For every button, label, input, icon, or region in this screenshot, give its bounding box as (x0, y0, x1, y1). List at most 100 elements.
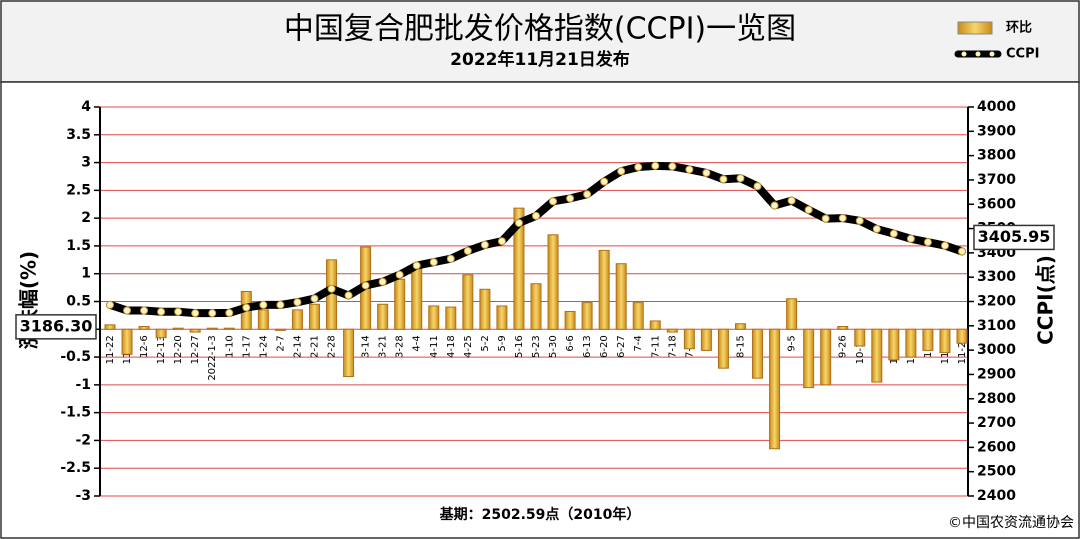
bar (854, 328, 866, 347)
bar (308, 303, 320, 330)
value-label-box (15, 314, 97, 340)
y2-tick-label: 3200 (977, 294, 1016, 310)
line-point (480, 240, 489, 249)
x-tick-label: 4-4 (412, 335, 423, 351)
bar (104, 324, 116, 330)
line-point (685, 165, 694, 174)
legend-swatch-dot (961, 51, 967, 57)
x-tick-label: 11-22 (105, 335, 116, 364)
header-box (0, 0, 1080, 83)
x-tick-label: 2-14 (292, 335, 303, 358)
x-tick-label: 5-9 (497, 335, 508, 351)
bar (155, 328, 167, 339)
value-label: 3186.30 (20, 316, 93, 335)
line-point (140, 306, 149, 315)
line-point (651, 161, 660, 170)
y2-tick-label: 3600 (977, 196, 1016, 212)
x-tick-label: 6-6 (565, 335, 576, 351)
y-tick-label: 2 (81, 210, 91, 226)
x-tick-label: 3-21 (378, 335, 389, 358)
bar (564, 311, 576, 330)
bar (547, 234, 559, 330)
x-tick-label: 4-18 (446, 335, 457, 358)
line-point (242, 303, 251, 312)
x-tick-label: 11-21 (957, 335, 968, 364)
x-tick-label: 5-16 (514, 335, 525, 358)
bar (803, 328, 815, 389)
x-tick-label: 1-17 (241, 335, 252, 358)
line-point (497, 237, 506, 246)
line-point (310, 294, 319, 303)
line-point (293, 298, 302, 307)
y2-tick-label: 3000 (977, 342, 1016, 358)
x-tick-label: 2022-1-3 (207, 335, 218, 380)
x-tick-label: 12-20 (173, 335, 184, 364)
bar (666, 328, 678, 333)
line-point (855, 216, 864, 225)
y-tick-label: 1.5 (66, 238, 91, 254)
x-tick-label: 7-18 (667, 335, 678, 358)
line-point (889, 229, 898, 238)
bar (820, 328, 832, 386)
y2-tick-label: 3900 (977, 123, 1016, 139)
line-point (736, 174, 745, 183)
x-tick-label: 5-23 (531, 335, 542, 358)
line-point (787, 196, 796, 205)
y-tick-label: 2.5 (66, 182, 91, 198)
bar (172, 327, 184, 330)
legend-label: 环比 (1006, 20, 1032, 36)
value-label-box (973, 224, 1055, 251)
bar (394, 278, 406, 330)
line-point (344, 291, 353, 300)
y-tick-label: 0.5 (66, 294, 91, 310)
bar (479, 288, 491, 330)
base-note: 基期：2502.59点（2010年） (440, 506, 641, 523)
x-tick-label: 4-11 (429, 335, 440, 358)
line-point (191, 309, 200, 318)
bar (138, 326, 150, 330)
line-point (940, 241, 949, 250)
chart-subtitle: 2022年11月21日发布 (450, 49, 630, 70)
x-tick-label: 6-20 (599, 335, 610, 358)
bar (462, 274, 474, 330)
x-tick-label: 6-27 (616, 335, 627, 358)
line-point (753, 182, 762, 191)
line-point (532, 211, 540, 220)
line-point (617, 167, 626, 176)
line-point (566, 194, 575, 203)
bar (683, 328, 695, 350)
y2-tick-label: 4000 (977, 99, 1016, 115)
y-tick-label: -0.5 (60, 349, 91, 365)
bar (496, 305, 508, 330)
line-point (958, 247, 966, 256)
line-point (838, 214, 847, 223)
x-tick-label: 10-10 (855, 335, 866, 364)
bar (223, 327, 235, 330)
bar (411, 264, 423, 330)
x-tick-label: 8-15 (735, 335, 746, 358)
line-point (906, 234, 915, 243)
y2-tick-label: 2400 (977, 488, 1016, 504)
source: ©中国农资流通协会 (948, 515, 1074, 531)
bar (632, 302, 644, 330)
x-tick-label: 7-11 (650, 335, 661, 358)
bar (734, 323, 746, 330)
x-tick-label: 9-5 (787, 335, 798, 351)
y2-tick-label: 2600 (977, 439, 1016, 455)
value-label: 3405.95 (978, 227, 1051, 246)
bar (717, 328, 729, 369)
y2-tick-label: 2500 (977, 464, 1016, 480)
line-point (361, 281, 370, 290)
x-tick-label: 1-10 (224, 335, 235, 358)
line-point (549, 197, 558, 206)
x-tick-label: 4-25 (463, 335, 474, 358)
y-tick-label: 1 (81, 266, 91, 282)
line-point (804, 205, 813, 214)
legend-swatch (957, 21, 993, 35)
line-point (123, 306, 132, 315)
x-tick-label: 5-2 (480, 335, 491, 351)
y-tick-label: -2.5 (60, 460, 91, 476)
y2-tick-label: 2700 (977, 415, 1016, 431)
line-point (395, 270, 404, 279)
y-tick-label: -1 (75, 377, 91, 393)
